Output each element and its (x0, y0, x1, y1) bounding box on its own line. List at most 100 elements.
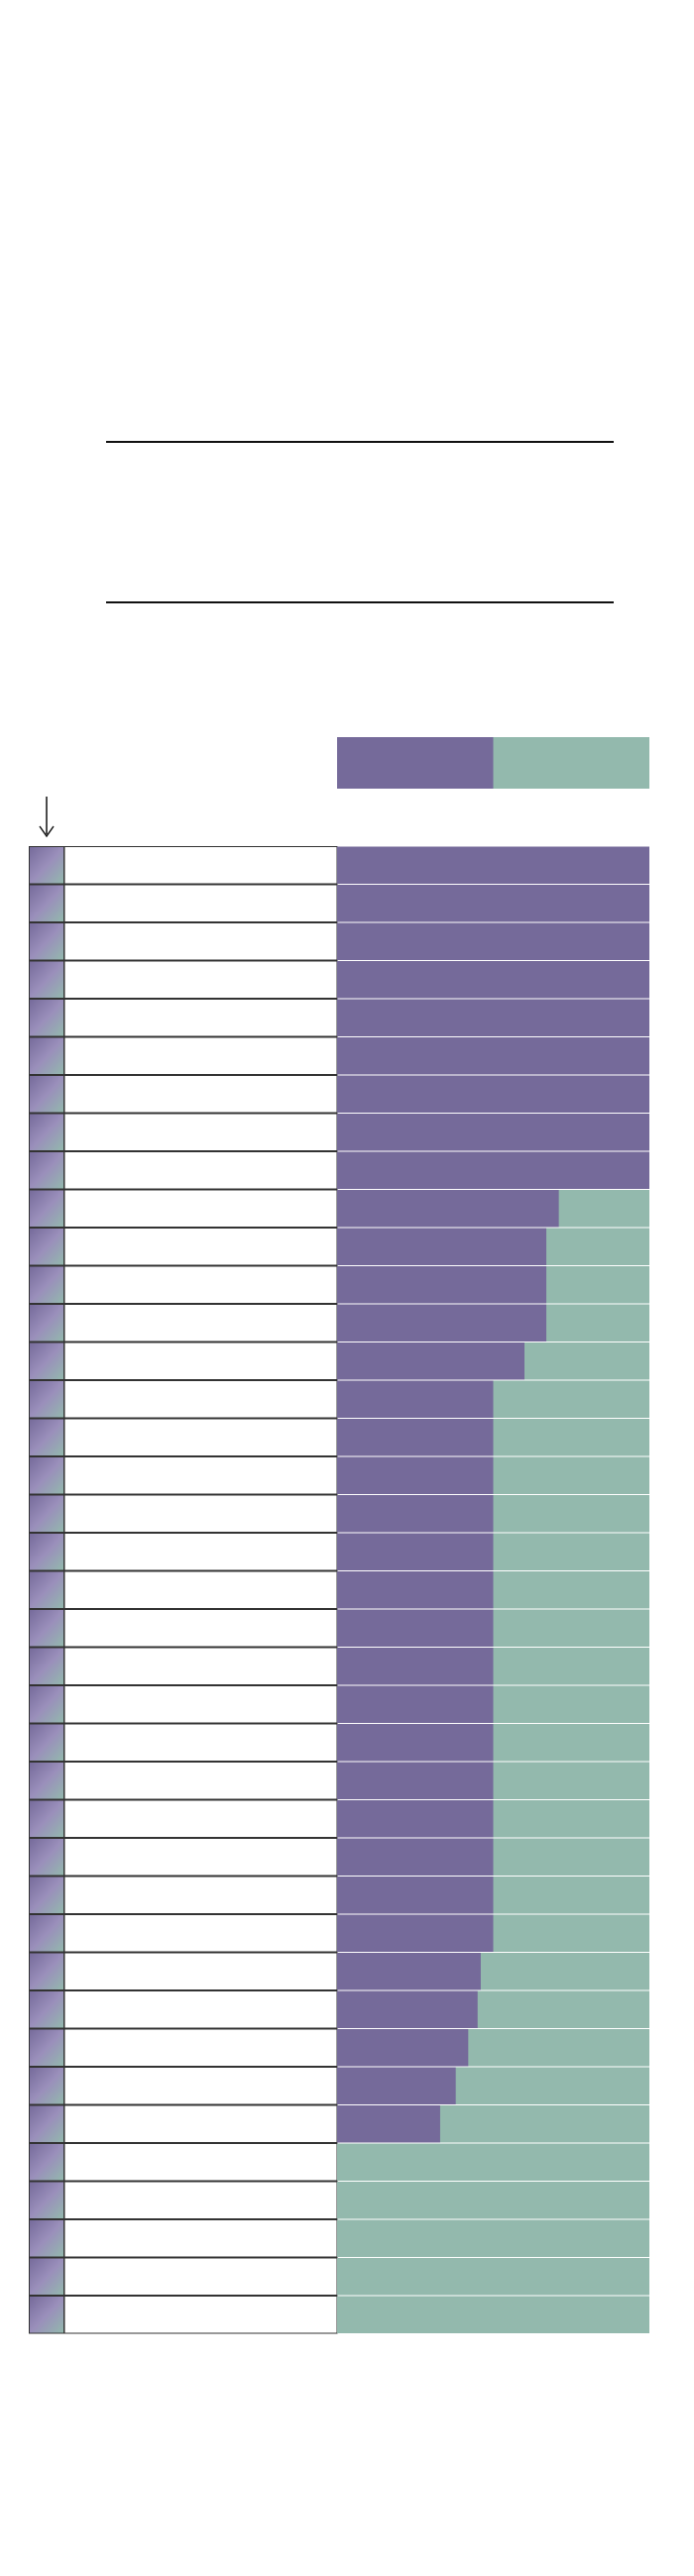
row[interactable] (29, 2181, 650, 2219)
row[interactable] (29, 2104, 650, 2143)
row[interactable] (29, 1036, 650, 1075)
row-icon (29, 2067, 64, 2105)
bar-rest (337, 2219, 649, 2257)
bar-share (337, 1571, 494, 1609)
row[interactable] (29, 1723, 650, 1762)
row-icon (29, 1570, 64, 1609)
row-cell (63, 1036, 338, 1075)
row[interactable] (29, 2257, 650, 2296)
row-cell (63, 1342, 338, 1380)
row[interactable] (29, 1228, 650, 1266)
row-icon (29, 1151, 64, 1190)
bar-share (337, 961, 649, 999)
bar-share (337, 1838, 494, 1876)
row-icon (29, 1189, 64, 1228)
row[interactable] (29, 1762, 650, 1800)
row-icon (29, 2104, 64, 2143)
row[interactable] (29, 1647, 650, 1685)
bar-share (337, 1266, 547, 1304)
bar-share (337, 1342, 524, 1380)
row-cell (63, 1113, 338, 1151)
bar-share (337, 1228, 547, 1265)
row-icon (29, 1304, 64, 1342)
row-icon (29, 1418, 64, 1456)
row-icon (29, 1533, 64, 1571)
row[interactable] (29, 1685, 650, 1724)
row-cell (63, 1533, 338, 1571)
row[interactable] (29, 1914, 650, 1953)
legend-swatch[interactable] (337, 737, 494, 789)
row[interactable] (29, 960, 650, 999)
row[interactable] (29, 999, 650, 1037)
bar-share (337, 1914, 494, 1952)
bar-share (337, 1990, 478, 2028)
row-cell (63, 960, 338, 999)
row[interactable] (29, 2296, 650, 2334)
row-icon (29, 2257, 64, 2296)
row[interactable] (29, 1265, 650, 1304)
row-icon (29, 1380, 64, 1419)
row[interactable] (29, 1838, 650, 1877)
bar-share (337, 2105, 440, 2143)
row-icon (29, 1990, 64, 2029)
bar-share (337, 1953, 481, 1990)
row[interactable] (29, 922, 650, 961)
bar-share (337, 1724, 494, 1762)
legend-swatch[interactable] (493, 737, 650, 789)
row[interactable] (29, 2067, 650, 2105)
row[interactable] (29, 1380, 650, 1419)
row-cell (63, 1151, 338, 1190)
row-cell (63, 2219, 338, 2258)
row-cell (63, 2143, 338, 2182)
row-icon (29, 2296, 64, 2334)
row[interactable] (29, 2143, 650, 2182)
row-icon (29, 2181, 64, 2219)
bar-share (337, 1190, 559, 1228)
row[interactable] (29, 1304, 650, 1342)
row[interactable] (29, 1151, 650, 1190)
bar-share (337, 922, 649, 960)
row-cell (63, 1418, 338, 1456)
row[interactable] (29, 1799, 650, 1838)
row[interactable] (29, 1075, 650, 1114)
bar-rest (337, 2143, 649, 2181)
row[interactable] (29, 2219, 650, 2258)
row[interactable] (29, 1418, 650, 1456)
row[interactable] (29, 1570, 650, 1609)
row[interactable] (29, 1876, 650, 1914)
row-cell (63, 1189, 338, 1228)
row[interactable] (29, 846, 650, 885)
row[interactable] (29, 1494, 650, 1533)
row[interactable] (29, 1456, 650, 1495)
row[interactable] (29, 1990, 650, 2029)
row-icon (29, 1838, 64, 1877)
legend (337, 737, 649, 789)
row-cell (63, 999, 338, 1037)
row[interactable] (29, 1609, 650, 1648)
row-icon (29, 1075, 64, 1114)
row[interactable] (29, 1952, 650, 1990)
bar-share (337, 1495, 494, 1533)
row[interactable] (29, 1533, 650, 1571)
row-icon (29, 2143, 64, 2182)
bar-share (337, 1151, 649, 1189)
row-cell (63, 1075, 338, 1114)
row[interactable] (29, 1342, 650, 1380)
bar-share (337, 1380, 494, 1418)
row-cell (63, 1647, 338, 1685)
bar-share (337, 1419, 494, 1456)
row[interactable] (29, 884, 650, 922)
row-cell (63, 1685, 338, 1724)
row-icon (29, 1799, 64, 1838)
row-icon (29, 1228, 64, 1266)
row-icon (29, 2028, 64, 2067)
row[interactable] (29, 1189, 650, 1228)
row[interactable] (29, 2028, 650, 2067)
row-icon (29, 1113, 64, 1151)
row[interactable] (29, 1113, 650, 1151)
row-icon (29, 922, 64, 961)
row-cell (63, 2067, 338, 2105)
bar-share (337, 1456, 494, 1494)
sort-arrow[interactable] (39, 797, 55, 838)
bar-share (337, 1762, 494, 1799)
